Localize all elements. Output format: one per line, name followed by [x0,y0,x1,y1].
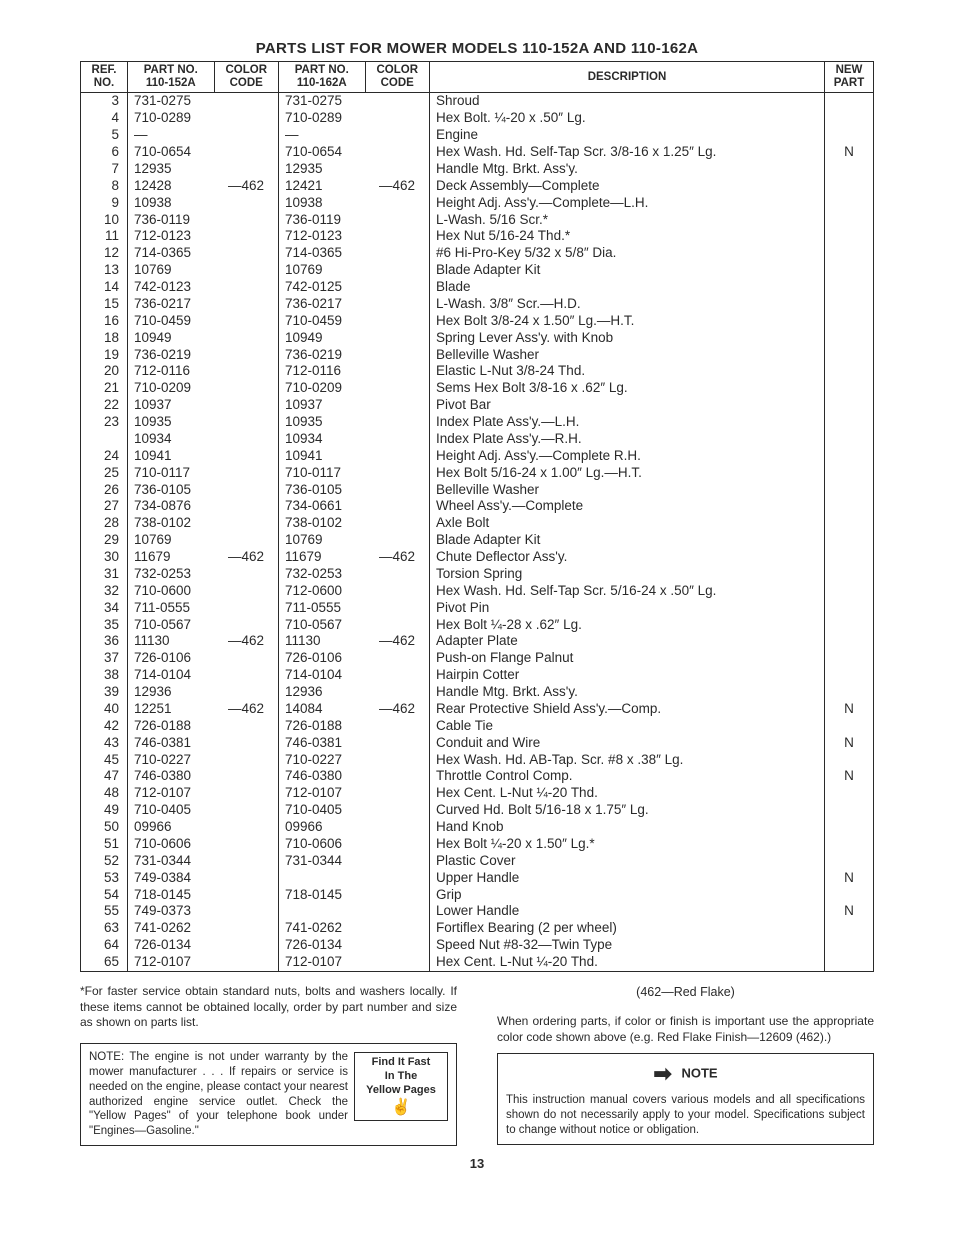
table-row: 28738-0102738-0102Axle Bolt [81,515,874,532]
page-number: 13 [80,1156,874,1171]
table-row: 6710-0654710-0654Hex Wash. Hd. Self-Tap … [81,144,874,161]
col-new: NEWPART [825,62,874,93]
page-title: PARTS LIST FOR MOWER MODELS 110-152A AND… [80,40,874,57]
parts-table: REF.NO. PART NO.110-152A COLORCODE PART … [80,61,874,972]
col-cc1: COLORCODE [214,62,279,93]
table-row: 812428—46212421—462Deck Assembly—Complet… [81,178,874,195]
fingers-walking-icon: ✌ [359,1098,443,1119]
table-row: 181094910949Spring Lever Ass'y. with Kno… [81,330,874,347]
spec-note-box: ➡ NOTE This instruction manual covers va… [497,1053,874,1144]
table-row: 21710-0209710-0209Sems Hex Bolt 3/8-16 x… [81,380,874,397]
table-row: 20712-0116712-0116Elastic L-Nut 3/8-24 T… [81,363,874,380]
table-row: 27734-0876734-0661Wheel Ass'y.—Complete [81,498,874,515]
table-row: 53749-0384Upper HandleN [81,870,874,887]
table-row: 16710-0459710-0459Hex Bolt 3/8-24 x 1.50… [81,313,874,330]
table-row: 54718-0145718-0145Grip [81,887,874,904]
table-row: 4012251—46214084—462Rear Protective Shie… [81,701,874,718]
col-pn2: PART NO.110-162A [279,62,366,93]
col-ref: REF.NO. [81,62,128,93]
table-row: 231093510935Index Plate Ass'y.—L.H. [81,414,874,431]
table-row: 45710-0227710-0227Hex Wash. Hd. AB-Tap. … [81,752,874,769]
col-pn1: PART NO.110-152A [128,62,215,93]
table-row: 25710-0117710-0117Hex Bolt 5/16-24 x 1.0… [81,465,874,482]
table-row: 15736-0217736-0217L-Wash. 3/8″ Scr.—H.D. [81,296,874,313]
table-row: 241094110941Height Adj. Ass'y.—Complete … [81,448,874,465]
table-row: 26736-0105736-0105Belleville Washer [81,482,874,499]
table-row: 49710-0405710-0405Curved Hd. Bolt 5/16-1… [81,802,874,819]
note-title: NOTE [681,1066,717,1081]
table-row: 4710-0289710-0289Hex Bolt. ¼-20 x .50″ L… [81,110,874,127]
table-row: 19736-0219736-0219Belleville Washer [81,347,874,364]
table-row: 500996609966Hand Knob [81,819,874,836]
table-row: 37726-0106726-0106Push-on Flange Palnut [81,650,874,667]
table-row: 51710-0606710-0606Hex Bolt ¼-20 x 1.50″ … [81,836,874,853]
arrow-right-icon: ➡ [653,1061,671,1086]
table-row: 38714-0104714-0104Hairpin Cotter [81,667,874,684]
table-row: 71293512935Handle Mtg. Brkt. Ass'y. [81,161,874,178]
table-row: 3611130—46211130—462Adapter Plate [81,633,874,650]
table-row: 42726-0188726-0188Cable Tie [81,718,874,735]
table-row: 65712-0107712-0107Hex Cent. L-Nut ¼-20 T… [81,954,874,971]
table-row: 31732-0253732-0253Torsion Spring [81,566,874,583]
table-row: 34711-0555711-0555Pivot Pin [81,600,874,617]
engine-note-box: Find It Fast In The Yellow Pages ✌ NOTE:… [80,1043,457,1147]
col-cc2: COLORCODE [365,62,430,93]
table-row: 10736-0119736-0119L-Wash. 5/16 Scr.* [81,212,874,229]
yellow-pages-box: Find It Fast In The Yellow Pages ✌ [354,1052,448,1122]
asterisk-note: *For faster service obtain standard nuts… [80,984,457,1031]
table-row: 91093810938Height Adj. Ass'y.—Complete—L… [81,195,874,212]
table-row: 391293612936Handle Mtg. Brkt. Ass'y. [81,684,874,701]
table-row: 3011679—46211679—462Chute Deflector Ass'… [81,549,874,566]
table-row: 1093410934Index Plate Ass'y.—R.H. [81,431,874,448]
table-row: 55749-0373Lower HandleN [81,903,874,920]
table-row: 48712-0107712-0107Hex Cent. L-Nut ¼-20 T… [81,785,874,802]
table-row: 52731-0344731-0344Plastic Cover [81,853,874,870]
table-row: 221093710937Pivot Bar [81,397,874,414]
table-row: 63741-0262741-0262Fortiflex Bearing (2 p… [81,920,874,937]
table-row: 3731-0275731-0275Shroud [81,93,874,110]
table-row: 131076910769Blade Adapter Kit [81,262,874,279]
table-row: 291076910769Blade Adapter Kit [81,532,874,549]
col-desc: DESCRIPTION [430,62,825,93]
table-row: 47746-0380746-0380Throttle Control Comp.… [81,768,874,785]
table-row: 43746-0381746-0381Conduit and WireN [81,735,874,752]
engine-note-text: NOTE: The engine is not under warranty b… [89,1051,348,1138]
table-row: 5——Engine [81,127,874,144]
table-row: 64726-0134726-0134Speed Nut #8-32—Twin T… [81,937,874,954]
table-row: 35710-0567710-0567Hex Bolt ¼-28 x .62″ L… [81,617,874,634]
table-row: 11712-0123712-0123Hex Nut 5/16-24 Thd.* [81,228,874,245]
spec-note-text: This instruction manual covers various m… [506,1093,865,1138]
table-row: 14742-0123742-0125Blade [81,279,874,296]
table-row: 32710-0600712-0600Hex Wash. Hd. Self-Tap… [81,583,874,600]
ordering-note: When ordering parts, if color or finish … [497,1014,874,1045]
table-row: 12714-0365714-0365#6 Hi-Pro-Key 5/32 x 5… [81,245,874,262]
color-flake-label: (462—Red Flake) [497,984,874,1000]
